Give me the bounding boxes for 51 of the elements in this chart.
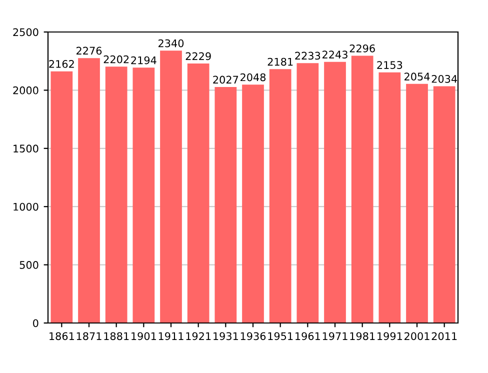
x-tick-label: 1961	[296, 332, 320, 340]
x-tick-label: 1951	[268, 332, 293, 340]
bar	[269, 69, 292, 323]
y-tick-label: 1500	[14, 144, 38, 153]
data-label: 2034	[432, 74, 458, 83]
bar	[296, 63, 319, 323]
data-label: 2296	[350, 44, 375, 52]
bar	[378, 72, 401, 323]
x-tick-label: 1881	[104, 332, 129, 340]
bar	[50, 71, 73, 323]
data-label: 2194	[131, 56, 156, 64]
bar	[78, 58, 100, 323]
data-label: 2229	[186, 52, 211, 60]
x-tick-label: 1901	[132, 332, 156, 340]
data-label: 2276	[76, 46, 102, 55]
y-tick-label: 0	[33, 319, 38, 328]
data-label: 2027	[213, 76, 238, 84]
data-label: 2181	[268, 58, 293, 66]
bar	[324, 62, 346, 323]
data-label: 2048	[240, 73, 266, 82]
x-tick-label: 1871	[76, 332, 102, 340]
x-tick-label: 1981	[350, 332, 375, 340]
x-tick-label: 1921	[186, 332, 211, 340]
bar	[406, 84, 428, 323]
bar	[351, 56, 374, 323]
x-tick-label: 1911	[158, 332, 184, 340]
x-tick-label: 1971	[322, 332, 348, 340]
x-tick-label: 1936	[240, 332, 266, 340]
data-label: 2054	[404, 72, 430, 81]
bar	[214, 87, 237, 323]
data-label: 2162	[49, 60, 74, 68]
bar	[105, 66, 128, 323]
data-label: 2153	[377, 61, 402, 69]
data-label: 2243	[322, 50, 348, 59]
bar	[160, 50, 182, 323]
x-tick-label: 2011	[432, 332, 457, 340]
x-tick-label: 1931	[214, 332, 238, 340]
bar	[132, 68, 155, 323]
bar	[433, 86, 456, 323]
data-label: 2340	[158, 39, 184, 48]
x-tick-label: 1991	[378, 332, 402, 340]
y-tick-label: 2000	[13, 86, 38, 94]
data-label: 2202	[104, 55, 129, 64]
y-tick-label: 500	[20, 261, 38, 269]
data-label: 2233	[295, 52, 320, 60]
bar	[242, 84, 264, 323]
y-tick-label: 1000	[14, 202, 38, 211]
x-tick-label: 1861	[50, 332, 74, 340]
x-tick-label: 2001	[404, 332, 430, 340]
bar	[187, 64, 210, 323]
y-tick-label: 2500	[13, 28, 38, 36]
